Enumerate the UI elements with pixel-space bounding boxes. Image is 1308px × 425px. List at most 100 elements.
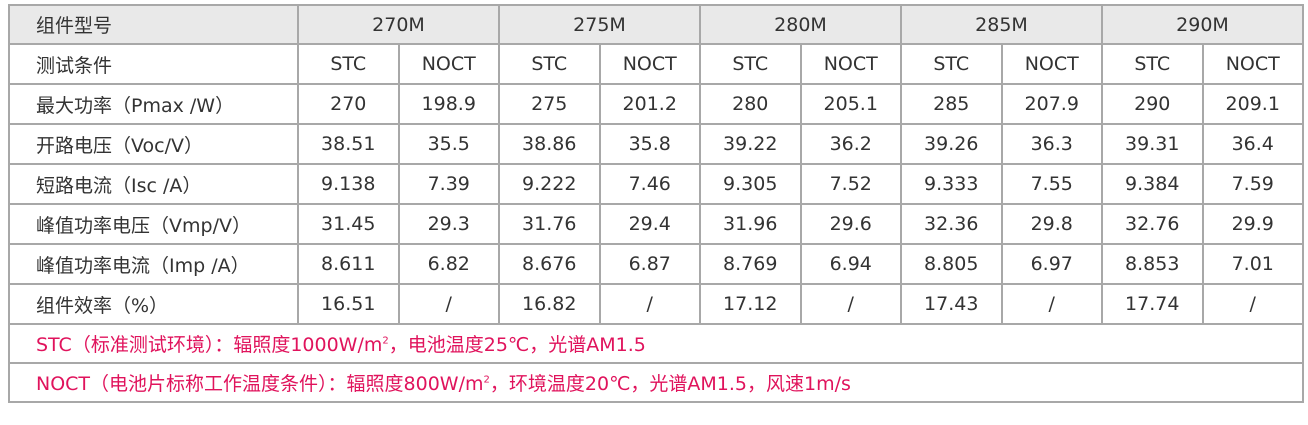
value-cell: 7.01 [1201,243,1304,285]
table-row: 短路电流（Isc /A） 9.138 7.39 9.222 7.46 9.305 7.52 9… [8,163,1304,205]
model-270m: 270M [297,4,500,45]
model-275m: 275M [498,4,701,45]
value-cell: 201.2 [598,83,701,125]
stc-note-sup: 2 [382,335,389,347]
stc-note-text: STC（标准测试环境）：辐照度1000W/m [36,334,383,356]
value-cell: / [598,283,701,325]
value-cell: 17.74 [1101,283,1204,325]
row-label: 最大功率（Pmax /W） [8,83,299,125]
condition-noct: NOCT [397,43,500,85]
row-label: 短路电流（Isc /A） [8,163,299,205]
value-cell: 280 [699,83,802,125]
condition-stc: STC [498,43,601,85]
stc-note-text-2: ，电池温度25℃，光谱AM1.5 [388,334,646,356]
value-cell: 16.51 [297,283,400,325]
value-cell: 29.3 [397,203,500,245]
row-label: 开路电压（Voc/V） [8,123,299,165]
stc-note: STC（标准测试环境）：辐照度1000W/m2，电池温度25℃，光谱AM1.5 [8,323,1304,364]
condition-stc: STC [900,43,1003,85]
value-cell: 31.45 [297,203,400,245]
table-row: 开路电压（Voc/V） 38.51 35.5 38.86 35.8 39.22 36.2 39… [8,123,1304,165]
value-cell: 36.2 [799,123,902,165]
noct-note-row: NOCT（电池片标称工作温度条件）：辐照度800W/m2，环境温度20℃，光谱A… [8,362,1304,403]
condition-stc: STC [1101,43,1204,85]
value-cell: 209.1 [1201,83,1304,125]
row-label: 组件效率（%） [8,283,299,325]
value-cell: 38.86 [498,123,601,165]
table-row: 最大功率（Pmax /W） 270 198.9 275 201.2 280 205.1 285… [8,83,1304,125]
value-cell: 7.55 [1000,163,1103,205]
value-cell: 8.769 [699,243,802,285]
value-cell: 36.4 [1201,123,1304,165]
model-header-row: 组件型号 270M 275M 280M 285M 290M [8,4,1304,45]
value-cell: 29.9 [1201,203,1304,245]
value-cell: 29.8 [1000,203,1103,245]
value-cell: 9.333 [900,163,1003,205]
value-cell: 29.6 [799,203,902,245]
value-cell: 17.12 [699,283,802,325]
value-cell: 275 [498,83,601,125]
model-285m: 285M [900,4,1103,45]
value-cell: 38.51 [297,123,400,165]
value-cell: 7.39 [397,163,500,205]
table-row: 峰值功率电压（Vmp/V） 31.45 29.3 31.76 29.4 31.96 29.6… [8,203,1304,245]
condition-noct: NOCT [1201,43,1304,85]
value-cell: 29.4 [598,203,701,245]
row-label: 峰值功率电流（Imp /A） [8,243,299,285]
test-condition-row: 测试条件 STC NOCT STC NOCT STC NOCT STC NOCT STC NOCT [8,43,1304,85]
value-cell: 9.384 [1101,163,1204,205]
value-cell: 270 [297,83,400,125]
value-cell: 6.94 [799,243,902,285]
model-280m: 280M [699,4,902,45]
value-cell: 32.36 [900,203,1003,245]
value-cell: 9.305 [699,163,802,205]
noct-note-text: NOCT（电池片标称工作温度条件）：辐照度800W/m [36,373,484,395]
value-cell: 207.9 [1000,83,1103,125]
condition-noct: NOCT [1000,43,1103,85]
value-cell: 7.59 [1201,163,1304,205]
value-cell: / [799,283,902,325]
value-cell: 35.5 [397,123,500,165]
module-spec-table: 组件型号 270M 275M 280M 285M 290M 测试条件 STC NO… [8,4,1304,403]
condition-noct: NOCT [598,43,701,85]
condition-stc: STC [297,43,400,85]
condition-noct: NOCT [799,43,902,85]
stc-note-row: STC（标准测试环境）：辐照度1000W/m2，电池温度25℃，光谱AM1.5 [8,323,1304,364]
model-290m: 290M [1101,4,1304,45]
model-label: 组件型号 [8,4,299,45]
value-cell: 8.611 [297,243,400,285]
value-cell: 16.82 [498,283,601,325]
value-cell: 6.82 [397,243,500,285]
noct-note-sup: 2 [483,374,490,386]
value-cell: 32.76 [1101,203,1204,245]
value-cell: / [1000,283,1103,325]
value-cell: 35.8 [598,123,701,165]
value-cell: 8.805 [900,243,1003,285]
table-row: 峰值功率电流（Imp /A） 8.611 6.82 8.676 6.87 8.769 6.9… [8,243,1304,285]
value-cell: 8.853 [1101,243,1204,285]
value-cell: / [397,283,500,325]
noct-note-text-2: ，环境温度20℃，光谱AM1.5，风速1m/s [489,373,851,395]
value-cell: 198.9 [397,83,500,125]
value-cell: / [1201,283,1304,325]
value-cell: 39.22 [699,123,802,165]
value-cell: 9.222 [498,163,601,205]
value-cell: 17.43 [900,283,1003,325]
value-cell: 7.52 [799,163,902,205]
value-cell: 36.3 [1000,123,1103,165]
row-label: 峰值功率电压（Vmp/V） [8,203,299,245]
condition-stc: STC [699,43,802,85]
value-cell: 39.26 [900,123,1003,165]
value-cell: 205.1 [799,83,902,125]
value-cell: 285 [900,83,1003,125]
noct-note: NOCT（电池片标称工作温度条件）：辐照度800W/m2，环境温度20℃，光谱A… [8,362,1304,403]
value-cell: 6.87 [598,243,701,285]
condition-label: 测试条件 [8,43,299,85]
value-cell: 7.46 [598,163,701,205]
value-cell: 9.138 [297,163,400,205]
value-cell: 6.97 [1000,243,1103,285]
value-cell: 8.676 [498,243,601,285]
value-cell: 31.96 [699,203,802,245]
value-cell: 39.31 [1101,123,1204,165]
value-cell: 290 [1101,83,1204,125]
